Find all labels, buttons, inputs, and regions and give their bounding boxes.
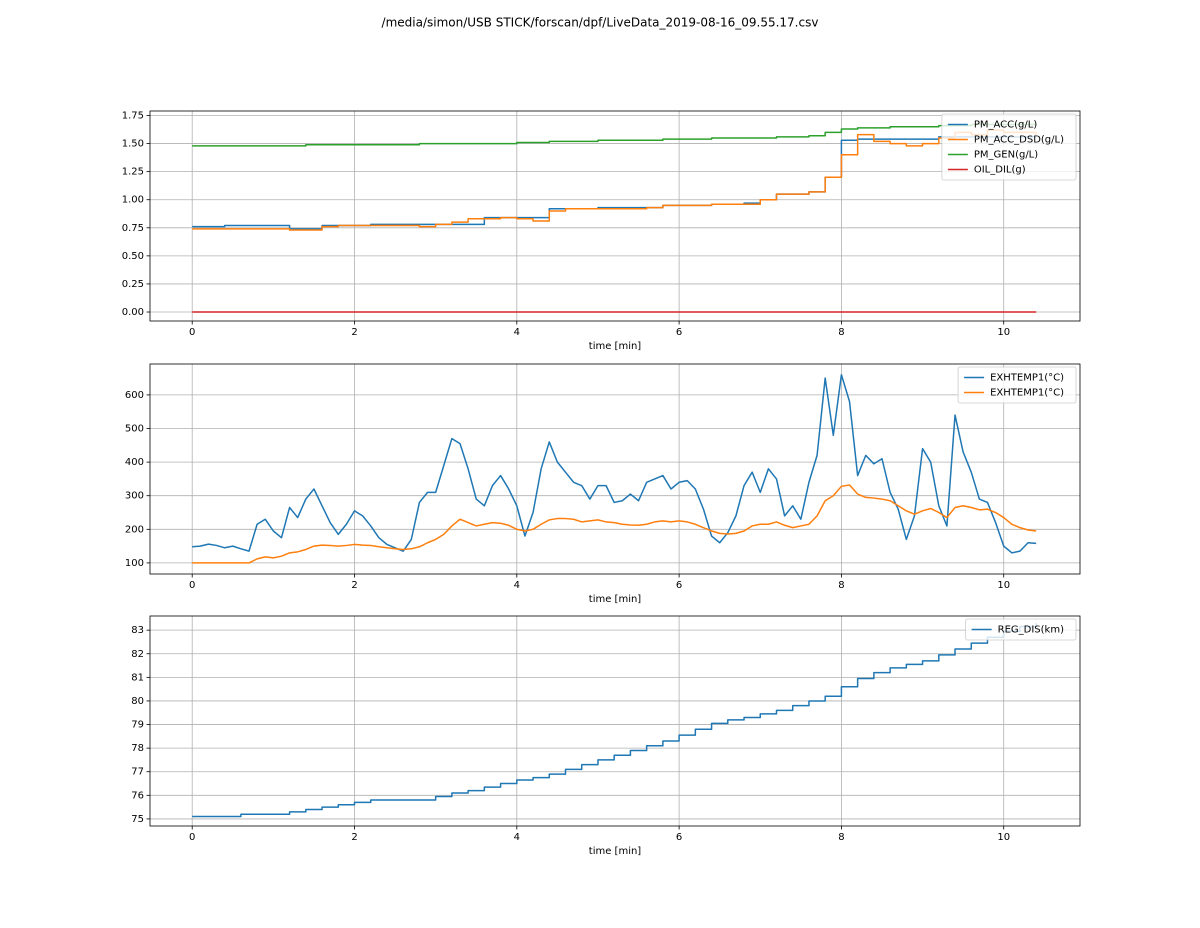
x-tick-label: 4 (514, 327, 520, 338)
x-tick-label: 0 (189, 327, 195, 338)
legend: EXHTEMP1(°C) EXHTEMP1(°C) (957, 366, 1077, 404)
y-tick-label: 0.25 (122, 279, 144, 290)
x-axis-label: time [min] (589, 846, 642, 857)
x-tick-label: 10 (997, 580, 1010, 591)
x-tick-label: 8 (838, 832, 844, 843)
x-axis-label: time [min] (589, 594, 642, 605)
y-tick-label: 83 (131, 625, 144, 636)
x-tick-label: 0 (189, 580, 195, 591)
legend-label: PM_ACC_DSD(g/L) (974, 135, 1064, 146)
y-tick-label: 82 (131, 649, 144, 660)
legend-label: REG_DIS(km) (998, 625, 1064, 636)
x-tick-label: 6 (676, 580, 682, 591)
legend-box (941, 113, 1077, 181)
x-tick-label: 8 (838, 580, 844, 591)
y-tick-label: 75 (131, 814, 144, 825)
series-line (192, 484, 1037, 564)
x-tick-label: 0 (189, 832, 195, 843)
axes: 0 2 4 6 8 10 100 200 300 400 500 600 time [min] EXHTE… (125, 363, 1081, 605)
axes-frame (149, 615, 1081, 827)
x-tick-label: 8 (838, 327, 844, 338)
legend: PM_ACC(g/L) PM_ACC_DSD(g/L) PM_GEN(g/L) OIL… (941, 113, 1077, 181)
x-tick-label: 4 (514, 832, 520, 843)
legend-box (957, 366, 1077, 404)
y-tick-label: 77 (131, 767, 144, 778)
legend: REG_DIS(km) (965, 618, 1077, 641)
y-tick-label: 1.50 (122, 139, 144, 150)
x-tick-label: 2 (351, 580, 357, 591)
x-tick-label: 10 (997, 327, 1010, 338)
y-tick-label: 76 (131, 790, 144, 801)
y-tick-label: 81 (131, 672, 144, 683)
legend-label: OIL_DIL(g) (974, 165, 1026, 176)
series-line (192, 123, 1037, 147)
axes-frame (149, 363, 1081, 575)
y-tick-label: 1.25 (122, 167, 144, 178)
x-tick-label: 10 (997, 832, 1010, 843)
axes-frame (149, 110, 1081, 322)
y-tick-label: 0.75 (122, 223, 144, 234)
x-tick-label: 4 (514, 580, 520, 591)
legend-label: EXHTEMP1(°C) (990, 388, 1064, 399)
x-axis-label: time [min] (589, 341, 642, 352)
legend-label: PM_ACC(g/L) (974, 120, 1037, 131)
y-tick-label: 80 (131, 696, 144, 707)
y-tick-label: 600 (125, 390, 144, 401)
figure-title: /media/simon/USB STICK/forscan/dpf/LiveD… (382, 16, 819, 30)
series-line (192, 129, 1037, 231)
y-tick-label: 0.50 (122, 251, 144, 262)
axes: 0 2 4 6 8 10 0.00 0.25 0.50 0.75 1.00 1.25 1.50 1.75 t… (122, 110, 1081, 352)
legend-label: EXHTEMP1(°C) (990, 373, 1064, 384)
y-tick-label: 79 (131, 720, 144, 731)
y-tick-label: 400 (125, 457, 144, 468)
series-line (192, 136, 1037, 230)
y-tick-label: 1.75 (122, 110, 144, 121)
series-line (192, 623, 1037, 818)
y-tick-label: 1.00 (122, 195, 144, 206)
y-tick-label: 78 (131, 743, 144, 754)
y-tick-label: 200 (125, 524, 144, 535)
x-tick-label: 2 (351, 327, 357, 338)
axes: 0 2 4 6 8 10 75 76 77 78 79 80 81 82 83 time [min] REG_D… (131, 615, 1081, 857)
x-tick-label: 6 (676, 327, 682, 338)
y-tick-label: 500 (125, 424, 144, 435)
legend-label: PM_GEN(g/L) (974, 150, 1038, 161)
y-tick-label: 300 (125, 491, 144, 502)
legend-box (965, 618, 1077, 641)
x-tick-label: 6 (676, 832, 682, 843)
x-tick-label: 2 (351, 832, 357, 843)
y-tick-label: 0.00 (122, 307, 144, 318)
y-tick-label: 100 (125, 558, 144, 569)
